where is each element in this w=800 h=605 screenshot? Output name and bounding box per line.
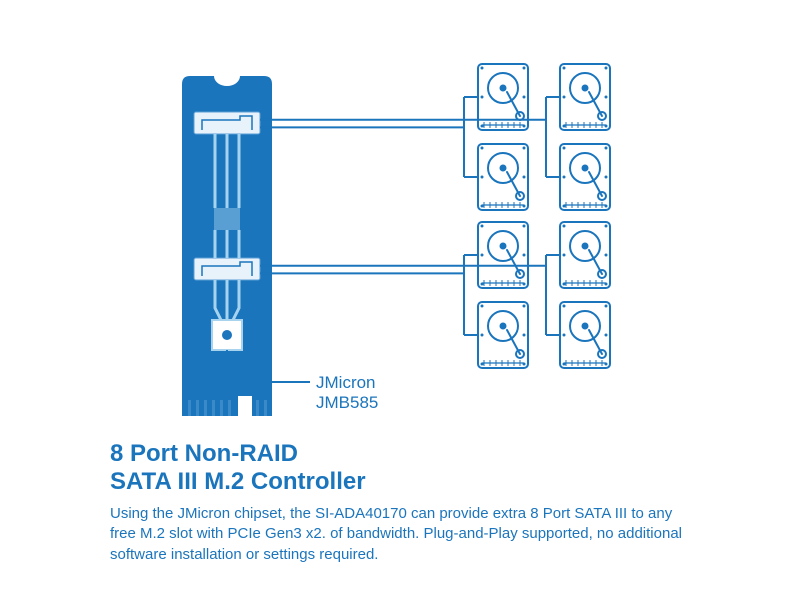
- chip-label-line2: JMB585: [316, 393, 378, 413]
- title-line1: 8 Port Non-RAID: [110, 440, 366, 468]
- chip-label-line1: JMicron: [316, 373, 378, 393]
- chip-label-block: JMicron JMB585: [316, 373, 378, 413]
- description-block: Using the JMicron chipset, the SI-ADA401…: [110, 504, 690, 565]
- title-line2: SATA III M.2 Controller: [110, 468, 366, 496]
- description-text: Using the JMicron chipset, the SI-ADA401…: [110, 505, 682, 563]
- title-block: 8 Port Non-RAID SATA III M.2 Controller: [110, 440, 366, 496]
